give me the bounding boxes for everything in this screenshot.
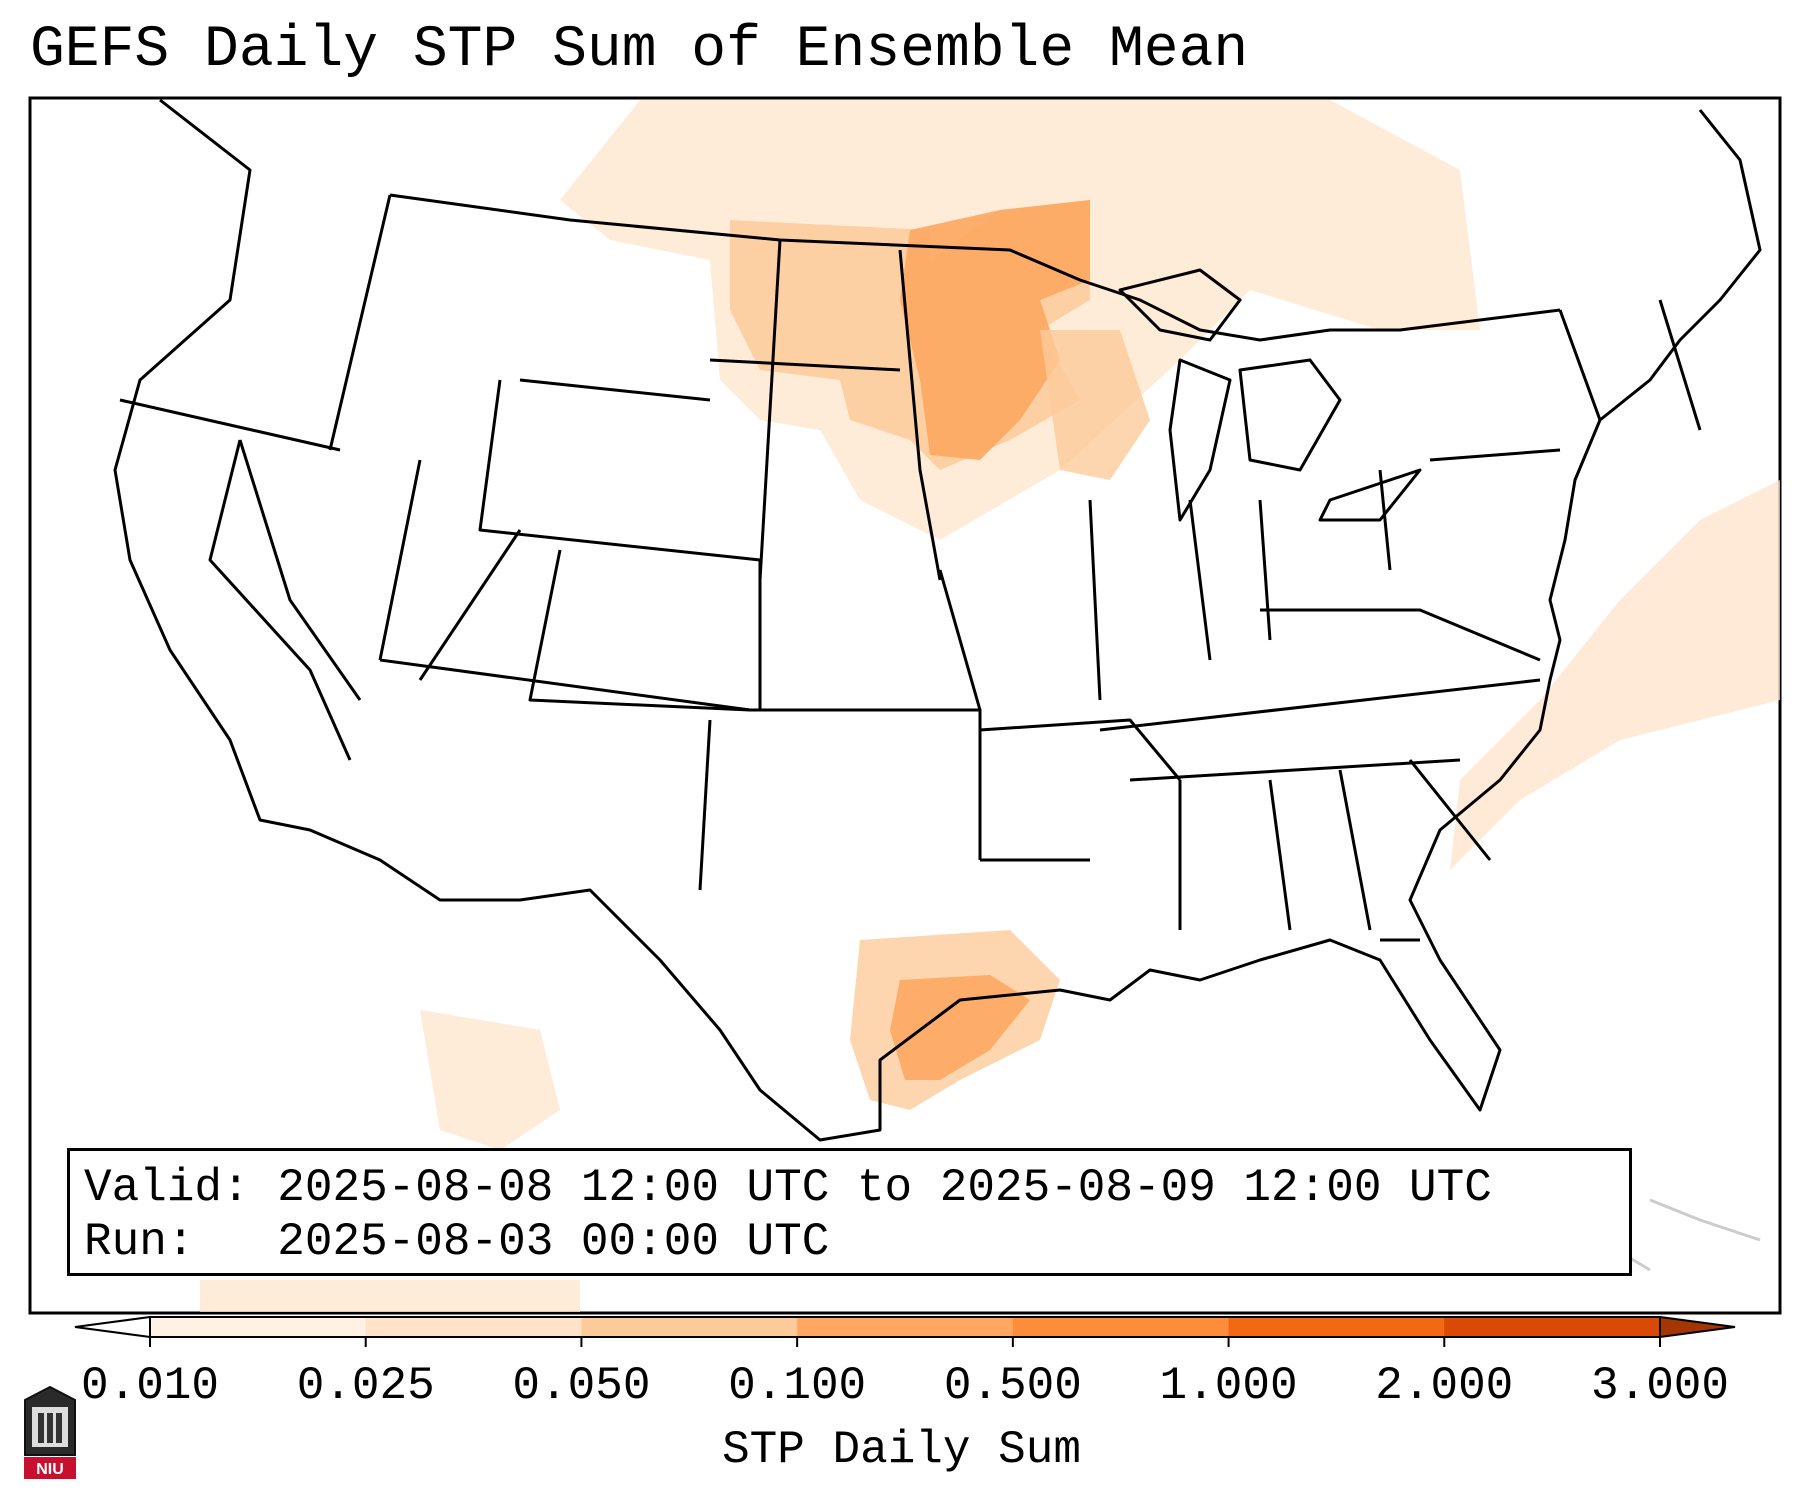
- colorbar-under-arrow: [74, 1315, 151, 1339]
- colorbar-segment: [581, 1317, 798, 1337]
- colorbar-segment: [1228, 1317, 1445, 1337]
- niu-logo-icon: NIU: [24, 1385, 76, 1479]
- colorbar-over-arrow: [1659, 1315, 1736, 1339]
- colorbar-label: STP Daily Sum: [722, 1424, 1081, 1476]
- stp-field-mexico: [420, 1010, 560, 1150]
- colorbar-segment: [1444, 1317, 1661, 1337]
- stp-field-texas-core: [890, 975, 1030, 1080]
- colorbar: [74, 1315, 1736, 1347]
- colorbar-tick-label: 3.000: [1590, 1360, 1730, 1412]
- colorbar-outline: [149, 1316, 1661, 1338]
- colorbar-segment: [1012, 1317, 1230, 1337]
- validity-box: Valid: 2025-08-08 12:00 UTC to 2025-08-0…: [67, 1148, 1632, 1276]
- colorbar-tick-label: 0.010: [80, 1360, 220, 1412]
- colorbar-tick-label: 0.050: [512, 1360, 651, 1412]
- colorbar-tick-label: 1.000: [1159, 1360, 1298, 1412]
- colorbar-segment: [150, 1317, 367, 1337]
- map-title: GEFS Daily STP Sum of Ensemble Mean: [30, 18, 1249, 83]
- stp-shading: [200, 100, 1780, 1312]
- valid-label: Valid:: [84, 1162, 250, 1214]
- valid-value: 2025-08-08 12:00 UTC to 2025-08-09 12:00…: [277, 1162, 1492, 1214]
- colorbar-tick-label: 0.025: [296, 1360, 435, 1412]
- stp-field-wisc: [1040, 330, 1150, 480]
- colorbar-segment: [365, 1317, 582, 1337]
- run-label: Run:: [84, 1216, 195, 1268]
- state-boundaries: [113, 98, 1762, 1142]
- colorbar-tick-label: 0.100: [728, 1360, 867, 1412]
- stp-field-south-bottom: [200, 1280, 580, 1312]
- stp-field-atlantic: [1450, 480, 1780, 870]
- logo-text: NIU: [36, 1461, 64, 1478]
- run-value: 2025-08-03 00:00 UTC: [277, 1216, 830, 1268]
- colorbar-tick-label: 0.500: [943, 1360, 1082, 1412]
- colorbar-tick-label: 2.000: [1375, 1360, 1514, 1412]
- colorbar-segment: [797, 1317, 1014, 1337]
